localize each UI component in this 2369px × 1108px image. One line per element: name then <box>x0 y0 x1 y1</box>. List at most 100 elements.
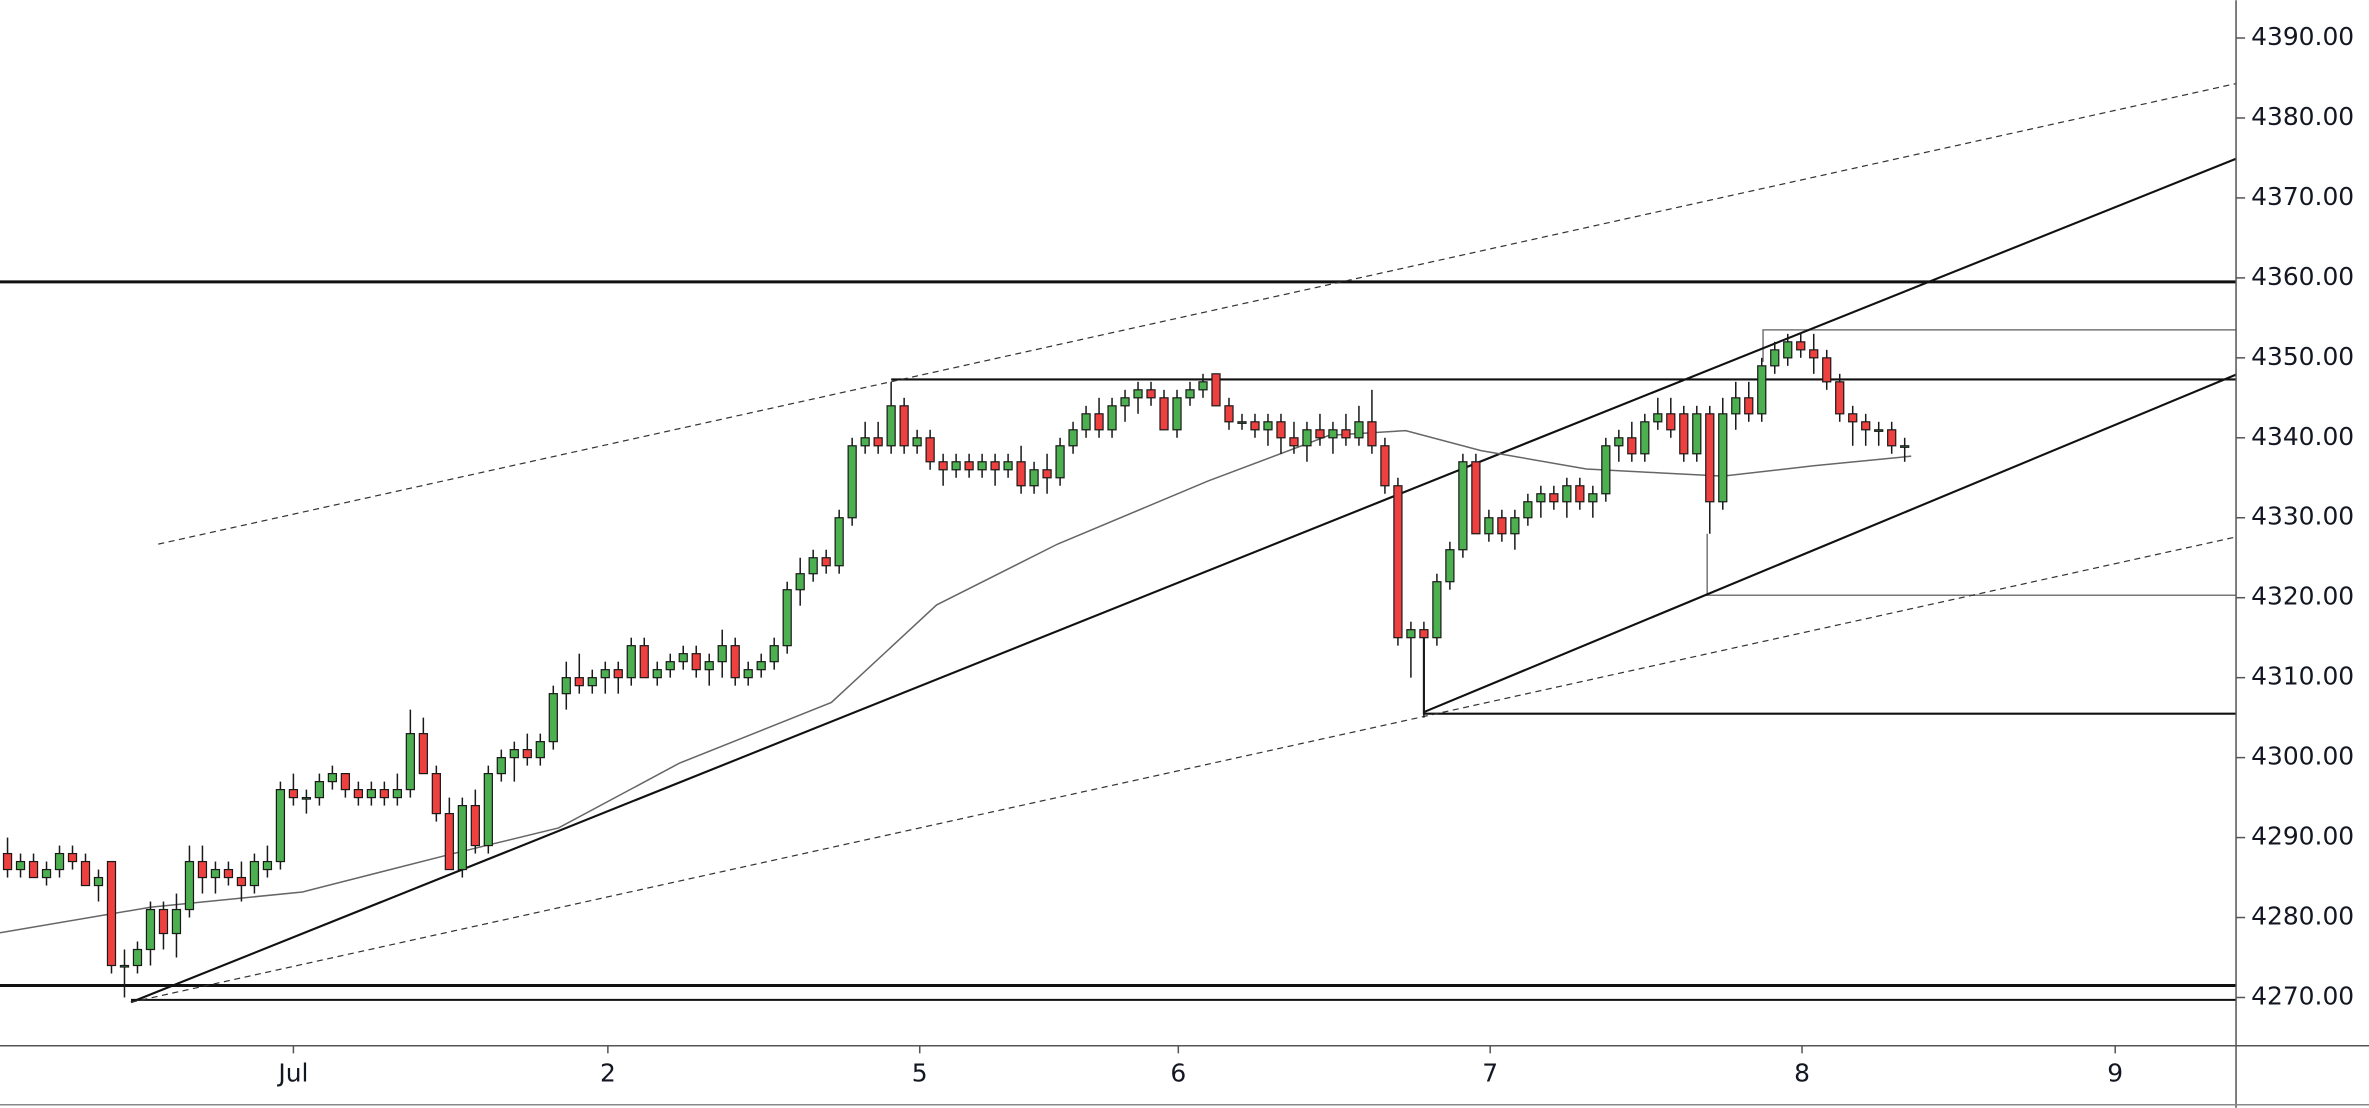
candle-body <box>327 773 338 783</box>
candle-body <box>704 661 714 671</box>
candle-body <box>1601 445 1611 495</box>
candle-body <box>769 645 779 663</box>
candle-body <box>1042 469 1052 479</box>
candle-body <box>977 461 987 471</box>
candle-body <box>665 661 675 671</box>
candle-body <box>1016 461 1026 487</box>
candle-body <box>899 405 909 447</box>
x-tick-label: 7 <box>1482 1058 1498 1087</box>
candle-body <box>379 788 390 799</box>
candle-body <box>171 908 182 935</box>
candle-body <box>1224 405 1234 423</box>
x-tick-label: 8 <box>1794 1058 1810 1087</box>
candle-body <box>1835 381 1845 415</box>
candle-body <box>106 860 117 967</box>
candle-body <box>1354 421 1364 439</box>
candle-body <box>314 781 325 799</box>
candle-body <box>418 733 428 775</box>
candle-body <box>925 437 935 463</box>
x-tick-label: 9 <box>2107 1058 2123 1087</box>
candle-body <box>80 860 91 887</box>
candle-body <box>600 669 610 679</box>
candle-body <box>275 788 286 863</box>
candle-body <box>132 948 143 967</box>
candle-body <box>1029 469 1039 487</box>
y-tick-label: 4340.00 <box>2251 422 2354 451</box>
candle-body <box>1692 413 1702 455</box>
candle-body <box>1588 493 1598 503</box>
candle-body <box>535 741 545 759</box>
y-tick-label: 4380.00 <box>2251 102 2354 131</box>
candle-body <box>1653 413 1663 423</box>
candle-body <box>1237 421 1247 424</box>
candle-body <box>1172 397 1182 431</box>
candle-body <box>1614 437 1624 447</box>
drawing-solid <box>1423 373 2237 714</box>
candle-body <box>236 876 247 887</box>
candle-body <box>93 876 104 887</box>
candle-body <box>860 437 870 447</box>
x-tick-label: 5 <box>912 1058 928 1087</box>
candle-body <box>1861 421 1871 431</box>
candle-body <box>1471 461 1481 535</box>
candle-body <box>1549 493 1559 503</box>
candle-body <box>743 669 753 679</box>
y-tick-label: 4390.00 <box>2251 22 2354 51</box>
candle-body <box>1133 389 1143 399</box>
candle-body <box>574 677 584 687</box>
candle-body <box>1068 429 1078 447</box>
candle-body <box>951 461 961 471</box>
candle-body <box>912 437 922 447</box>
candle-body <box>1900 445 1910 448</box>
candle-body <box>158 908 169 935</box>
candle-body <box>1458 461 1468 551</box>
candle-body <box>639 645 649 679</box>
x-tick-label: Jul <box>276 1058 308 1087</box>
candle-body <box>808 557 818 575</box>
candle-body <box>1445 549 1455 583</box>
candle-body <box>1263 421 1273 431</box>
candle-body <box>1003 461 1013 471</box>
candle-body <box>1380 445 1390 487</box>
candle-body <box>184 860 195 911</box>
candle-body <box>678 653 688 663</box>
candle-body <box>1289 437 1299 447</box>
candle-body <box>1328 429 1338 439</box>
candle-body <box>483 773 493 847</box>
candle-body <box>1809 349 1819 359</box>
y-tick-label: 4350.00 <box>2251 342 2354 371</box>
candle-body <box>1432 581 1442 639</box>
candle-body <box>1757 365 1767 415</box>
candle-body <box>41 868 52 879</box>
candle-body <box>1523 501 1533 519</box>
drawing-solid <box>130 157 2237 1004</box>
y-tick-label: 4300.00 <box>2251 742 2354 771</box>
candle-body <box>1783 341 1793 359</box>
candle-body <box>1510 517 1520 535</box>
candle-body <box>626 645 636 679</box>
candle-body <box>288 788 299 799</box>
candle-body <box>1302 429 1312 447</box>
candle-body <box>1419 629 1429 639</box>
candle-body <box>470 804 480 847</box>
candle-body <box>249 860 260 887</box>
candle-body <box>522 749 532 759</box>
y-tick-label: 4270.00 <box>2251 981 2354 1010</box>
drawing-average <box>0 429 1912 934</box>
y-tick-label: 4330.00 <box>2251 502 2354 531</box>
candle-body <box>431 773 441 815</box>
candle-body <box>834 517 844 567</box>
candle-body <box>1315 429 1325 439</box>
candle-body <box>1159 397 1169 431</box>
drawing-thin <box>1762 329 2237 362</box>
candle-body <box>1744 397 1754 415</box>
candle-body <box>1627 437 1637 455</box>
candle-body <box>210 868 221 879</box>
plot-area <box>0 82 2237 1004</box>
candle-body <box>1562 485 1572 503</box>
candle-body <box>262 860 273 871</box>
candle-body <box>509 749 519 759</box>
